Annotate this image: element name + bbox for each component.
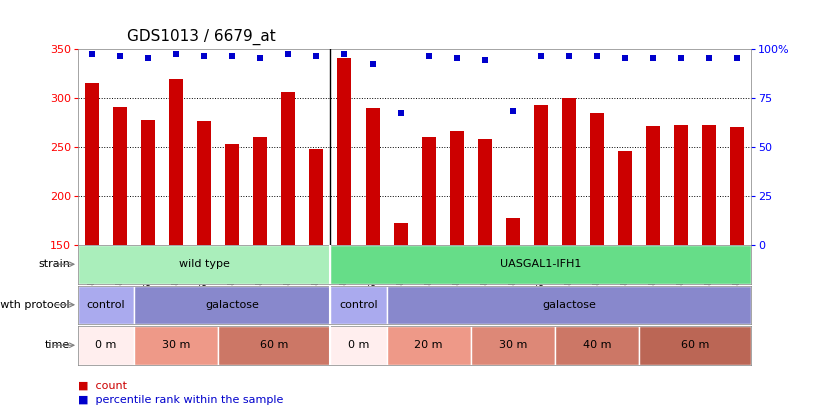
Text: 20 m: 20 m xyxy=(415,340,443,350)
Text: control: control xyxy=(87,300,126,310)
Bar xyxy=(506,217,520,245)
Text: 60 m: 60 m xyxy=(260,340,288,350)
Bar xyxy=(646,126,660,245)
Bar xyxy=(330,245,751,284)
Text: galactose: galactose xyxy=(542,300,596,310)
Text: 30 m: 30 m xyxy=(498,340,527,350)
Bar xyxy=(134,326,218,364)
Bar xyxy=(337,58,351,245)
Text: ■  percentile rank within the sample: ■ percentile rank within the sample xyxy=(78,395,283,405)
Text: UASGAL1-IFH1: UASGAL1-IFH1 xyxy=(500,259,581,269)
Text: strain: strain xyxy=(38,259,70,269)
Text: galactose: galactose xyxy=(205,300,259,310)
Bar xyxy=(365,108,379,245)
Text: 60 m: 60 m xyxy=(681,340,709,350)
Bar xyxy=(478,139,492,245)
Bar xyxy=(618,151,632,245)
Bar xyxy=(674,125,688,245)
Bar xyxy=(78,326,134,364)
Text: ■  count: ■ count xyxy=(78,381,127,391)
Text: 0 m: 0 m xyxy=(348,340,369,350)
Bar xyxy=(218,326,331,364)
Bar xyxy=(330,326,387,364)
Bar xyxy=(225,144,239,245)
Text: 40 m: 40 m xyxy=(583,340,611,350)
Bar xyxy=(534,104,548,245)
Text: 0 m: 0 m xyxy=(95,340,117,350)
Text: GDS1013 / 6679_at: GDS1013 / 6679_at xyxy=(127,28,276,45)
Bar xyxy=(702,125,716,245)
Bar xyxy=(393,224,407,245)
Bar xyxy=(590,113,604,245)
Bar xyxy=(134,286,330,324)
Text: time: time xyxy=(44,340,70,350)
Bar xyxy=(330,286,387,324)
Bar xyxy=(113,107,127,245)
Bar xyxy=(639,326,751,364)
Bar xyxy=(387,286,751,324)
Text: growth protocol: growth protocol xyxy=(0,300,70,310)
Bar xyxy=(450,131,464,245)
Bar xyxy=(78,286,134,324)
Bar xyxy=(470,326,555,364)
Bar xyxy=(562,98,576,245)
Bar xyxy=(85,83,99,245)
Bar xyxy=(254,137,268,245)
Bar xyxy=(282,92,296,245)
Text: wild type: wild type xyxy=(179,259,230,269)
Bar xyxy=(141,120,155,245)
Bar xyxy=(169,79,183,245)
Text: control: control xyxy=(339,300,378,310)
Text: 30 m: 30 m xyxy=(162,340,190,350)
Bar xyxy=(310,149,323,245)
Bar xyxy=(78,245,330,284)
Bar xyxy=(555,326,639,364)
Bar xyxy=(730,127,744,245)
Bar xyxy=(422,137,436,245)
Bar xyxy=(387,326,470,364)
Bar xyxy=(197,121,211,245)
